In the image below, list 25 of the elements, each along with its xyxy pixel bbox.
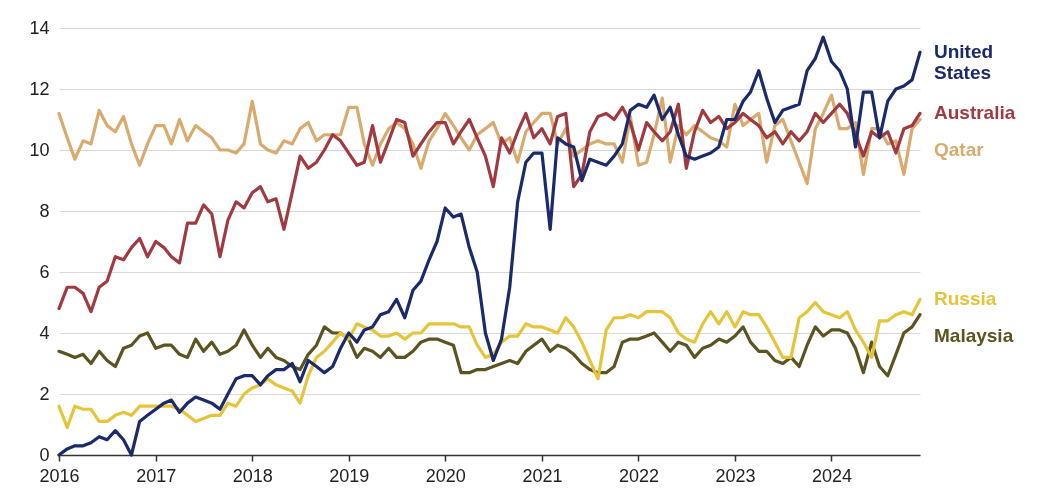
x-tick-label: 2022 (618, 465, 659, 486)
series-label: Russia (934, 288, 997, 310)
y-tick-label: 14 (29, 17, 50, 38)
x-tick-label: 2017 (136, 465, 177, 486)
x-tick-label: 2021 (522, 465, 563, 486)
series-label: Australia (934, 102, 1016, 124)
x-tick-label: 2019 (329, 465, 370, 486)
y-tick-label: 6 (39, 261, 50, 282)
y-tick-label: 4 (39, 322, 50, 343)
line-series (57, 102, 922, 314)
series-label: United States (934, 41, 994, 84)
y-tick-label: 2 (39, 383, 50, 404)
x-tick-label: 2016 (39, 465, 80, 486)
line-series (57, 313, 922, 378)
series-label: Malaysia (934, 325, 1014, 347)
y-tick-label: 0 (39, 444, 50, 465)
x-tick-label: 2023 (715, 465, 756, 486)
x-tick-label: 2018 (232, 465, 273, 486)
y-tick-label: 12 (29, 78, 50, 99)
y-tick-label: 8 (39, 200, 50, 221)
x-tick-label: 2024 (811, 465, 852, 486)
line-series (57, 297, 922, 430)
series-label: Qatar (934, 139, 985, 160)
y-tick-label: 10 (29, 139, 50, 160)
x-tick-label: 2020 (425, 465, 466, 486)
